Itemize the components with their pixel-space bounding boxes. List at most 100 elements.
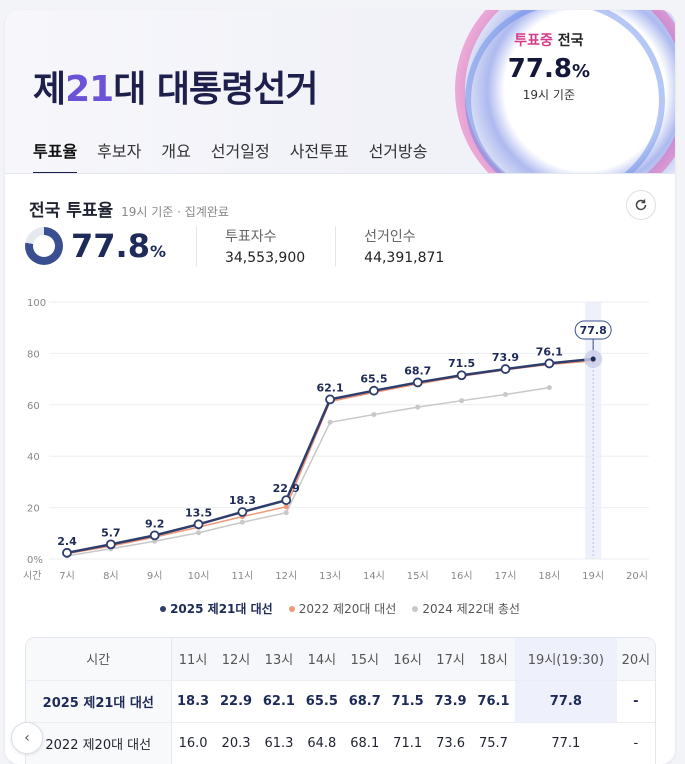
refresh-button[interactable] — [626, 190, 656, 220]
section-title: 전국 투표율 — [29, 201, 114, 221]
tab-overview[interactable]: 개요 — [161, 142, 191, 161]
table-cell: 73.6 — [429, 722, 473, 764]
legend-dot — [160, 605, 167, 612]
series-point — [237, 507, 248, 517]
table-header-cell: 14시 — [300, 638, 344, 681]
series-point — [456, 370, 467, 381]
turnout-line-chart: 0% 20 40 60 80 100 시간 7시 8시 9시 10시 11시 12시 13시 14시 15시 1… — [23, 298, 649, 582]
tab-turnout[interactable]: 투표율 — [33, 138, 78, 173]
page-title: 제21대 대통령선거 — [33, 69, 319, 110]
hero-turnout-basis: 19시 기준 — [522, 88, 575, 102]
turnout-donut — [25, 227, 63, 265]
x-tick-label: 18시 — [538, 570, 560, 582]
series-point — [149, 530, 160, 541]
chart-legend: 2025 제21대 대선 2022 제20대 대선 2024 제22대 총선 — [5, 600, 675, 617]
legend-item[interactable]: 2022 제20대 대선 — [288, 600, 396, 617]
table-cell: 76.1 — [472, 680, 515, 723]
data-label: 71.5 — [448, 357, 475, 370]
table-cell: 16.0 — [171, 722, 215, 764]
table-cell: 77.1 — [514, 722, 617, 764]
series-point — [196, 530, 202, 536]
data-label: 18.3 — [229, 494, 256, 507]
table-header-cell: 13시 — [257, 638, 301, 681]
turnout-table: 시간 11시 12시 13시 14시 15시 16시 17시 18시 19시(19:30) 20시… — [25, 637, 656, 764]
x-tick-label: 13시 — [319, 570, 341, 582]
data-label: 65.5 — [360, 373, 387, 386]
x-tick-label: 10시 — [188, 570, 210, 582]
x-tick-label: 12시 — [275, 570, 297, 582]
table-cell: 75.7 — [472, 722, 515, 764]
series-point — [412, 377, 423, 388]
data-label: 5.7 — [101, 526, 121, 539]
current-point — [590, 356, 596, 362]
table-cell: 22.9 — [214, 680, 258, 723]
series-point — [546, 385, 552, 391]
x-tick-label: 15시 — [407, 570, 429, 582]
data-label: 62.1 — [317, 381, 344, 394]
table-header-cell: 20시 — [616, 638, 655, 681]
refresh-icon — [635, 199, 647, 211]
live-badge: 투표중 — [514, 33, 553, 49]
x-tick-label: 9시 — [147, 570, 163, 582]
hero-turnout: 투표중 전국 77.8% 19시 기준 — [507, 33, 590, 102]
table-cell: 68.1 — [343, 722, 387, 764]
tab-broadcast[interactable]: 선거방송 — [368, 142, 428, 161]
turnout-summary: 77.8% 투표자수 34,553,900 선거인수 44,391,871 — [25, 226, 444, 266]
series-point — [544, 358, 555, 369]
legend-dot — [412, 605, 419, 612]
table-header-cell: 15시 — [343, 638, 387, 681]
table-header-cell: 18시 — [472, 638, 515, 681]
series-point — [415, 404, 421, 410]
tab-early-voting[interactable]: 사전투표 — [289, 142, 349, 161]
y-tick-label: 20 — [27, 504, 40, 515]
table-cell: 64.8 — [300, 722, 344, 764]
x-tick-label: 7시 — [59, 570, 75, 582]
series-point — [62, 547, 72, 558]
y-tick-label: 0% — [27, 555, 43, 566]
chevron-left-icon: ‹ — [24, 730, 30, 746]
turnout-rate: 77.8% — [71, 227, 166, 265]
table-header-cell: 11시 — [171, 638, 215, 681]
x-tick-label: 8시 — [103, 570, 119, 582]
election-card: 제21대 대통령선거 투표중 전국 77.8% 19시 기준 투표율 후보자 개… — [5, 10, 675, 764]
table-cell: 71.1 — [386, 722, 430, 764]
series-point — [500, 364, 511, 374]
y-tick-label: 60 — [27, 401, 40, 412]
series-point — [371, 412, 377, 418]
series-point — [239, 519, 245, 525]
electorate-stat: 선거인수 44,391,871 — [335, 226, 444, 266]
y-tick-label: 80 — [27, 349, 40, 360]
table-scroll-left-button[interactable]: ‹ — [11, 722, 43, 754]
legend-dot — [288, 605, 295, 612]
series-point — [105, 539, 116, 550]
y-tick-label: 100 — [27, 298, 46, 309]
x-tick-label: 19시 — [582, 570, 604, 582]
table-cell: 68.7 — [343, 680, 387, 723]
turnout-chart: 0% 20 40 60 80 100 시간 7시 8시 9시 10시 11시 12시 13시 14시 15시 1… — [5, 280, 675, 590]
series-point — [502, 392, 508, 398]
data-label: 76.1 — [536, 345, 563, 358]
tab-candidates[interactable]: 후보자 — [97, 142, 142, 161]
table-cell: 61.3 — [257, 722, 301, 764]
tab-schedule[interactable]: 선거일정 — [210, 142, 270, 161]
x-tick-label: 14시 — [363, 570, 385, 582]
hero-turnout-value: 77.8% — [507, 54, 590, 84]
x-tick-label: 20시 — [626, 570, 648, 582]
hero-banner: 제21대 대통령선거 투표중 전국 77.8% 19시 기준 투표율 후보자 개… — [5, 10, 675, 174]
data-label: 22.9 — [273, 482, 300, 495]
table-cell: 73.9 — [429, 680, 473, 723]
data-label: 2.4 — [57, 535, 77, 548]
voters-stat: 투표자수 34,553,900 — [195, 226, 305, 266]
series-point — [193, 519, 204, 530]
current-value-label: 77.8 — [580, 324, 607, 337]
legend-item[interactable]: 2024 제22대 총선 — [412, 600, 520, 617]
series-line — [66, 386, 550, 557]
table-cell: - — [616, 722, 655, 764]
tab-bar: 투표율 후보자 개요 선거일정 사전투표 선거방송 — [33, 138, 447, 173]
table-cell: 62.1 — [257, 680, 301, 723]
series-point — [369, 385, 379, 396]
legend-item[interactable]: 2025 제21대 대선 — [160, 600, 273, 617]
table-header-cell: 12시 — [214, 638, 258, 681]
table-row-label: 2025 제21대 대선 — [26, 680, 172, 723]
series-point — [327, 419, 333, 425]
